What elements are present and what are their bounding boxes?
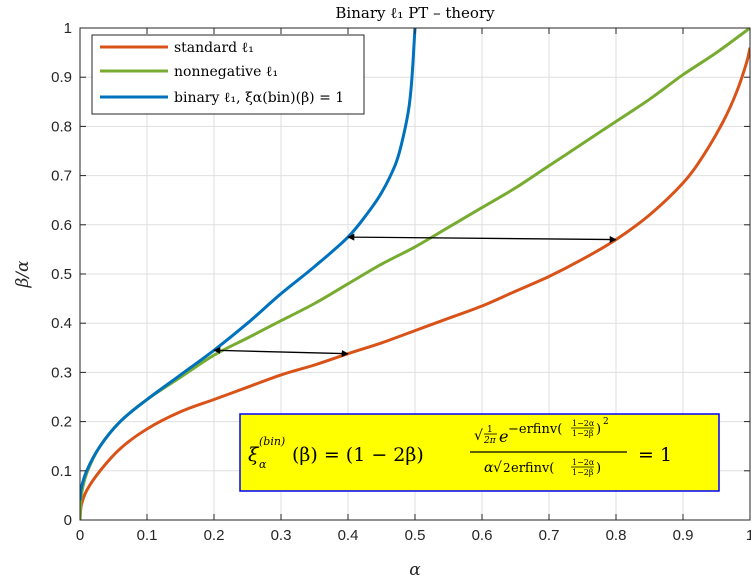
y-axis-label: β/α bbox=[13, 260, 33, 289]
x-tick-label: 1 bbox=[746, 527, 751, 544]
formula-box: ξ α (bin) (β) = (1 − 2β) √ 1 2π e −erfin… bbox=[239, 413, 720, 492]
x-tick-label: 0.3 bbox=[271, 527, 292, 544]
formula-den-frac-num: 1−2α bbox=[572, 458, 595, 467]
formula-lhs: ξ bbox=[248, 444, 260, 466]
series-binary-l1 bbox=[80, 28, 417, 501]
y-tick-label: 1 bbox=[64, 20, 72, 37]
y-tick-label: 0.1 bbox=[51, 463, 72, 480]
double-arrow-2 bbox=[347, 233, 617, 244]
curves bbox=[80, 28, 750, 520]
series-standard-l1 bbox=[80, 47, 750, 520]
arrows bbox=[213, 233, 617, 358]
x-tick-label: 0.4 bbox=[338, 527, 359, 544]
formula-den-sqrt-val: 2 bbox=[503, 461, 511, 475]
y-tick-label: 0.3 bbox=[51, 364, 72, 381]
formula-frac-den: 1−2β bbox=[572, 429, 594, 438]
chart-title: Binary ℓ₁ PT – theory bbox=[335, 4, 495, 22]
x-tick-label: 0.8 bbox=[606, 527, 627, 544]
legend: standard ℓ₁ nonnegative ℓ₁ binary ℓ₁, ξα… bbox=[91, 34, 365, 115]
formula-e: e bbox=[499, 427, 508, 446]
formula-exp: −erfinv( bbox=[508, 422, 562, 437]
x-tick-label: 0.5 bbox=[405, 527, 426, 544]
formula-exp-sq: 2 bbox=[603, 417, 609, 427]
y-tick-label: 0.7 bbox=[51, 168, 72, 185]
y-tick-label: 0.8 bbox=[51, 118, 72, 135]
x-tick-label: 0.2 bbox=[204, 527, 225, 544]
ticks: 0 0.1 0.2 0.3 0.4 0.5 0.6 0.7 0.8 0.9 1 0 0.1 0.2 0.3 0… bbox=[51, 20, 751, 544]
formula-lhs-sub: α bbox=[259, 458, 267, 471]
y-tick-label: 0.9 bbox=[51, 69, 72, 86]
formula-den-sqrt-sign: √ bbox=[493, 460, 502, 476]
y-tick-label: 0.6 bbox=[51, 217, 72, 234]
y-tick-label: 0.4 bbox=[51, 315, 72, 332]
formula-den-erf: erfinv( bbox=[511, 461, 554, 476]
formula-lhs-sup: (bin) bbox=[259, 435, 285, 448]
x-tick-label: 0.9 bbox=[673, 527, 694, 544]
formula-den-close: ) bbox=[596, 461, 601, 476]
formula-den-alpha: α bbox=[484, 460, 494, 476]
double-arrow-1 bbox=[213, 346, 349, 358]
formula-arg: (β) = (1 − 2β) bbox=[292, 444, 424, 466]
y-tick-label: 0 bbox=[64, 512, 72, 529]
legend-label-nonnegative: nonnegative ℓ₁ bbox=[174, 64, 278, 80]
x-tick-label: 0.6 bbox=[472, 527, 493, 544]
y-tick-label: 0.5 bbox=[51, 266, 72, 283]
formula-exp-close: ) bbox=[596, 422, 601, 437]
x-tick-label: 0.1 bbox=[137, 527, 158, 544]
x-axis-label: α bbox=[409, 560, 421, 579]
y-tick-label: 0.2 bbox=[51, 414, 72, 431]
formula-sqrt-den: 2π bbox=[483, 436, 497, 446]
formula-rhs: = 1 bbox=[638, 444, 672, 466]
legend-label-binary: binary ℓ₁, ξα(bin)(β) = 1 bbox=[174, 90, 344, 106]
formula-den-frac-den: 1−2β bbox=[572, 468, 594, 477]
x-tick-label: 0.7 bbox=[539, 527, 560, 544]
formula-frac-num: 1−2α bbox=[572, 419, 595, 428]
formula-sqrt-sign: √ bbox=[474, 428, 483, 444]
formula-sqrt-num: 1 bbox=[487, 425, 493, 435]
x-tick-label: 0 bbox=[76, 527, 84, 544]
legend-label-standard: standard ℓ₁ bbox=[174, 40, 254, 56]
